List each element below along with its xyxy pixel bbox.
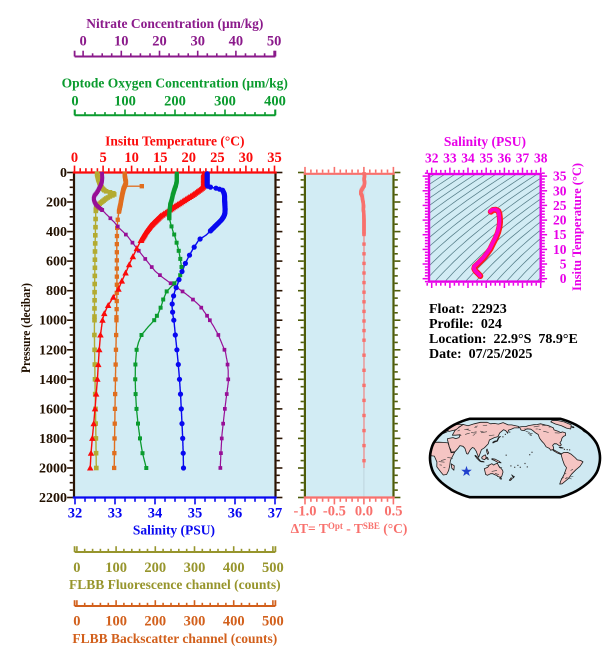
svg-text:Insitu Temperature (°C): Insitu Temperature (°C) <box>570 163 584 291</box>
svg-text:35: 35 <box>188 506 203 522</box>
svg-text:0: 0 <box>73 560 80 576</box>
svg-text:36: 36 <box>228 506 243 522</box>
svg-text:300: 300 <box>184 560 206 576</box>
svg-text:32: 32 <box>425 151 439 166</box>
svg-text:33: 33 <box>108 506 123 522</box>
svg-text:600: 600 <box>46 255 67 270</box>
svg-text:0: 0 <box>79 34 86 50</box>
svg-text:1000: 1000 <box>39 314 67 329</box>
svg-text:20: 20 <box>152 34 167 50</box>
svg-text:-0.5: -0.5 <box>323 504 346 520</box>
svg-text:5: 5 <box>99 150 106 166</box>
svg-text:FLBB Fluorescence channel (cou: FLBB Fluorescence channel (counts) <box>69 577 281 592</box>
svg-text:200: 200 <box>144 560 166 576</box>
svg-text:200: 200 <box>144 614 166 630</box>
svg-text:15: 15 <box>553 227 567 242</box>
svg-text:0.5: 0.5 <box>384 504 402 520</box>
svg-text:Profile: 024: Profile: 024 <box>429 317 502 332</box>
svg-text:20: 20 <box>553 213 567 228</box>
svg-text:1400: 1400 <box>39 373 67 388</box>
svg-text:Salinity (PSU): Salinity (PSU) <box>444 134 526 149</box>
svg-text:400: 400 <box>264 94 286 110</box>
svg-text:100: 100 <box>105 614 127 630</box>
svg-text:300: 300 <box>184 614 206 630</box>
svg-text:30: 30 <box>190 34 205 50</box>
svg-text:300: 300 <box>214 94 236 110</box>
svg-text:38: 38 <box>534 151 548 166</box>
svg-text:Pressure (decibar): Pressure (decibar) <box>18 283 33 373</box>
svg-text:0: 0 <box>71 150 78 166</box>
svg-text:Nitrate Concentration (μm/kg): Nitrate Concentration (μm/kg) <box>86 16 263 31</box>
svg-text:100: 100 <box>105 560 127 576</box>
svg-text:Salinity (PSU): Salinity (PSU) <box>133 523 215 538</box>
svg-text:ΔT= TOpt - TSBE (°C): ΔT= TOpt - TSBE (°C) <box>291 521 408 536</box>
svg-text:36: 36 <box>498 151 512 166</box>
svg-text:35: 35 <box>479 151 493 166</box>
svg-text:37: 37 <box>516 151 530 166</box>
svg-text:0: 0 <box>560 271 567 286</box>
svg-text:1800: 1800 <box>39 432 67 447</box>
svg-text:500: 500 <box>262 560 284 576</box>
svg-text:2000: 2000 <box>39 462 67 477</box>
svg-text:37: 37 <box>268 506 283 522</box>
svg-text:25: 25 <box>210 150 225 166</box>
svg-text:FLBB Backscatter channel (coun: FLBB Backscatter channel (counts) <box>72 631 277 646</box>
svg-text:33: 33 <box>443 151 457 166</box>
svg-text:50: 50 <box>267 34 282 50</box>
svg-text:1200: 1200 <box>39 343 67 358</box>
svg-text:40: 40 <box>229 34 244 50</box>
svg-text:10: 10 <box>114 34 129 50</box>
svg-text:200: 200 <box>164 94 186 110</box>
svg-text:35: 35 <box>553 169 567 184</box>
svg-text:800: 800 <box>46 284 67 299</box>
svg-text:35: 35 <box>267 150 282 166</box>
svg-text:5: 5 <box>560 257 567 272</box>
svg-text:1600: 1600 <box>39 402 67 417</box>
svg-text:0: 0 <box>60 166 67 181</box>
svg-text:34: 34 <box>148 506 163 522</box>
svg-text:2200: 2200 <box>39 491 67 506</box>
svg-text:Location: 22.9°S 78.9°E: Location: 22.9°S 78.9°E <box>429 332 578 347</box>
svg-text:32: 32 <box>68 506 83 522</box>
svg-text:0: 0 <box>71 94 78 110</box>
svg-text:30: 30 <box>553 183 567 198</box>
svg-text:Date: 07/25/2025: Date: 07/25/2025 <box>429 347 532 362</box>
svg-text:Optode Oxygen Concentration (μ: Optode Oxygen Concentration (μm/kg) <box>62 76 288 91</box>
svg-text:10: 10 <box>124 150 139 166</box>
svg-text:15: 15 <box>153 150 168 166</box>
svg-text:Insitu Temperature (°C): Insitu Temperature (°C) <box>105 134 244 149</box>
svg-text:10: 10 <box>553 242 567 257</box>
svg-text:Float: 22923: Float: 22923 <box>429 302 507 317</box>
svg-text:30: 30 <box>239 150 254 166</box>
svg-text:400: 400 <box>223 614 245 630</box>
svg-text:100: 100 <box>114 94 136 110</box>
svg-text:500: 500 <box>262 614 284 630</box>
svg-text:-1.0: -1.0 <box>294 504 317 520</box>
svg-text:34: 34 <box>461 151 475 166</box>
svg-text:20: 20 <box>182 150 197 166</box>
svg-text:200: 200 <box>46 196 67 211</box>
svg-text:400: 400 <box>46 225 67 240</box>
svg-text:400: 400 <box>223 560 245 576</box>
svg-text:25: 25 <box>553 198 567 213</box>
svg-text:0.0: 0.0 <box>355 504 373 520</box>
svg-text:0: 0 <box>73 614 80 630</box>
